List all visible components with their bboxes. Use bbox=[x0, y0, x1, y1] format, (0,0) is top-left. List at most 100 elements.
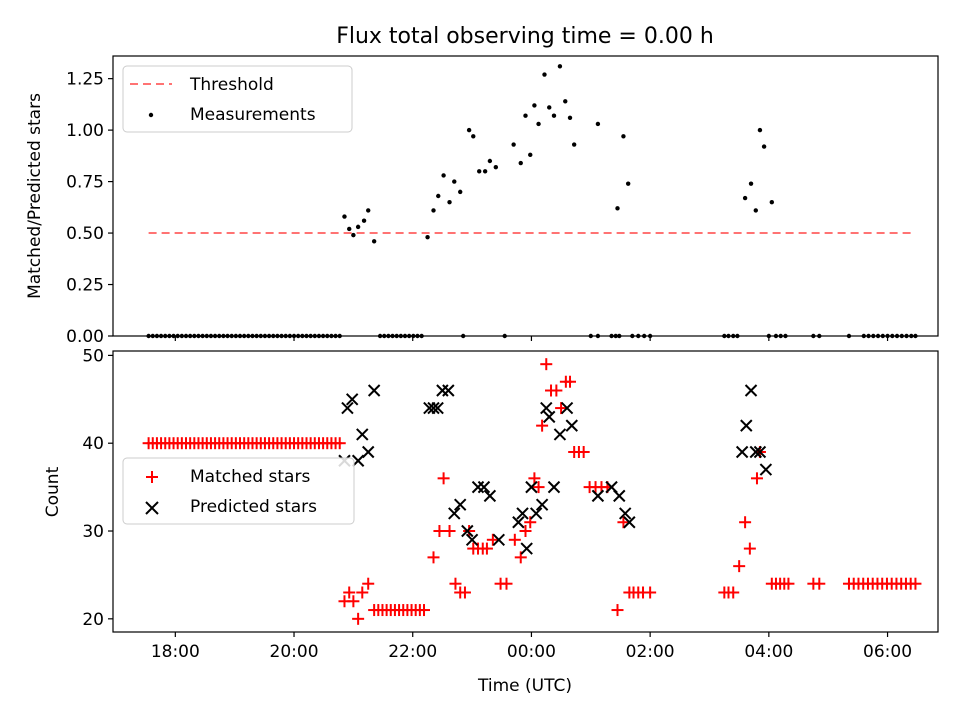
matched-star-point bbox=[356, 586, 369, 599]
measurement-point bbox=[502, 333, 507, 339]
legend-measurements-label: Measurements bbox=[190, 105, 316, 125]
measurement-point bbox=[175, 333, 180, 339]
measurement-point bbox=[204, 333, 209, 339]
bottom-x-tick-label: 06:00 bbox=[863, 642, 912, 662]
measurement-point bbox=[875, 333, 881, 339]
measurement-point bbox=[187, 333, 193, 339]
measurement-point bbox=[846, 333, 852, 339]
measurement-point bbox=[394, 333, 399, 339]
measurement-point bbox=[208, 333, 214, 339]
matched-star-point bbox=[564, 375, 577, 388]
matched-star-point bbox=[727, 586, 740, 599]
predicted-star-point bbox=[740, 419, 753, 432]
measurement-point bbox=[452, 179, 457, 184]
measurement-point bbox=[254, 333, 259, 339]
measurement-point bbox=[866, 333, 871, 339]
bottom-y-tick-label: 20 bbox=[82, 610, 104, 630]
measurement-point bbox=[447, 199, 452, 205]
measurement-point bbox=[386, 333, 391, 339]
predicted-star-point bbox=[529, 507, 543, 520]
matched-star-point bbox=[486, 533, 499, 546]
bottom-x-tick-label: 04:00 bbox=[744, 642, 793, 662]
measurement-point bbox=[493, 164, 499, 170]
measurement-point bbox=[366, 208, 371, 213]
legend-matched-label: Matched stars bbox=[190, 467, 310, 487]
bottom-x-tick-label: 20:00 bbox=[270, 642, 319, 662]
matched-star-point bbox=[508, 533, 521, 546]
matched-star-point bbox=[743, 542, 756, 555]
measurement-point bbox=[773, 333, 779, 339]
measurement-point bbox=[347, 226, 352, 232]
predicted-star-point bbox=[341, 401, 354, 415]
measurement-point bbox=[229, 333, 234, 339]
measurement-point bbox=[904, 333, 909, 339]
measurement-point bbox=[250, 333, 255, 339]
predicted-star-points bbox=[338, 384, 773, 555]
legend-predicted-swatch bbox=[145, 501, 159, 515]
x-axis-label: Time (UTC) bbox=[477, 676, 572, 696]
predicted-star-point bbox=[345, 393, 359, 406]
bottom-plot-frame bbox=[112, 350, 939, 633]
predicted-star-point bbox=[431, 401, 444, 415]
matched-star-point bbox=[333, 437, 346, 450]
predicted-star-point bbox=[367, 384, 381, 397]
matched-star-point bbox=[528, 472, 541, 485]
predicted-star-point bbox=[448, 507, 461, 520]
matched-star-point bbox=[813, 577, 826, 590]
predicted-star-point bbox=[547, 480, 561, 494]
matched-star-point bbox=[458, 586, 471, 599]
measurement-point bbox=[471, 134, 476, 139]
measurement-point bbox=[528, 152, 533, 158]
matched-star-point bbox=[739, 516, 752, 529]
measurement-point bbox=[511, 142, 516, 147]
measurement-point bbox=[291, 333, 297, 339]
measurement-point bbox=[233, 333, 239, 339]
measurement-point bbox=[811, 333, 816, 339]
measurement-point bbox=[913, 333, 918, 339]
measurement-point bbox=[398, 333, 404, 339]
matched-star-point bbox=[782, 577, 795, 590]
matched-star-point bbox=[443, 525, 456, 538]
predicted-star-point bbox=[613, 489, 626, 503]
measurement-point bbox=[726, 333, 731, 339]
measurement-point bbox=[237, 333, 243, 339]
measurement-point bbox=[532, 103, 537, 108]
bottom-panel: 20 30 40 50 18:00 20:00 22:00 00:00 02:00 04:00 0… bbox=[43, 346, 939, 696]
matched-star-point bbox=[347, 595, 360, 608]
matched-star-point bbox=[733, 560, 746, 573]
measurement-point bbox=[441, 173, 446, 178]
measurement-point bbox=[909, 333, 914, 339]
predicted-star-point bbox=[461, 524, 474, 538]
measurement-point bbox=[778, 333, 783, 339]
measurement-point bbox=[382, 333, 387, 339]
top-y-tick-label: 1.00 bbox=[66, 121, 104, 141]
matched-star-point bbox=[352, 612, 365, 625]
measurement-point bbox=[630, 333, 635, 339]
matched-star-point bbox=[555, 402, 568, 415]
measurement-point bbox=[221, 333, 226, 339]
predicted-star-point bbox=[591, 489, 605, 503]
matched-star-point bbox=[540, 358, 553, 371]
matched-star-point bbox=[536, 419, 549, 432]
matched-star-point bbox=[644, 586, 657, 599]
measurement-point bbox=[300, 333, 305, 339]
measurement-point bbox=[761, 144, 767, 149]
legend-predicted-label: Predicted stars bbox=[190, 497, 317, 517]
measurement-point bbox=[621, 134, 626, 139]
matched-star-point bbox=[418, 604, 431, 617]
matched-star-point bbox=[550, 384, 563, 397]
bottom-y-axis-label: Count bbox=[43, 466, 63, 517]
measurement-point bbox=[735, 333, 740, 339]
predicted-star-point bbox=[356, 428, 369, 441]
measurement-point bbox=[329, 333, 334, 339]
measurement-point bbox=[271, 333, 276, 339]
measurement-point bbox=[196, 333, 201, 339]
bottom-y-tick-label: 40 bbox=[82, 434, 104, 454]
measurement-point bbox=[262, 333, 268, 339]
measurement-point bbox=[885, 333, 890, 339]
measurement-point bbox=[316, 333, 322, 339]
legend-matched-swatch bbox=[146, 471, 158, 483]
measurement-point bbox=[361, 218, 367, 223]
legend-threshold-label: Threshold bbox=[189, 75, 274, 95]
